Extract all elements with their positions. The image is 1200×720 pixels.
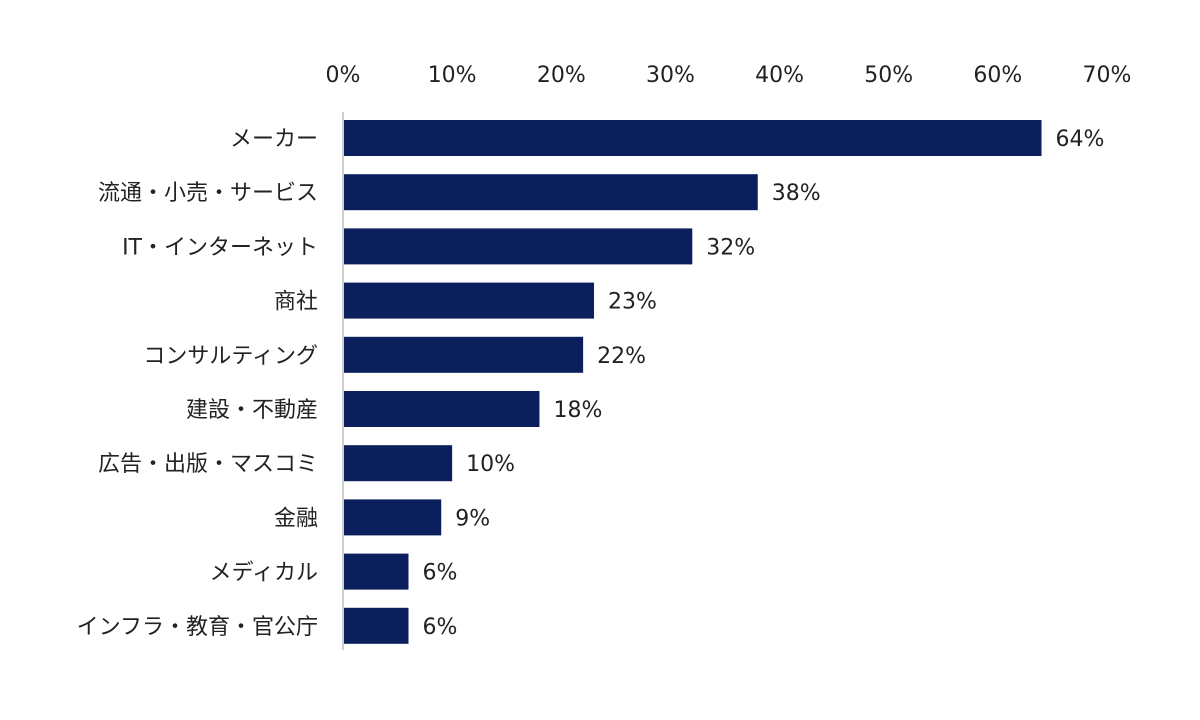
category-label: 広告・出版・マスコミ (98, 452, 318, 477)
bar (344, 553, 409, 590)
x-tick-label: 0% (326, 63, 361, 88)
bar (344, 499, 442, 536)
data-label: 10% (466, 452, 515, 477)
x-tick-label: 10% (428, 63, 477, 88)
x-tick-label: 30% (646, 63, 695, 88)
data-label: 9% (455, 506, 490, 531)
data-label: 6% (422, 561, 457, 586)
x-tick-label: 70% (1083, 63, 1132, 88)
data-label: 18% (553, 398, 602, 423)
bar (344, 282, 595, 319)
bar (344, 174, 758, 211)
x-tick-label: 60% (973, 63, 1022, 88)
category-label: インフラ・教育・官公庁 (77, 615, 318, 640)
category-label: 建設・不動産 (186, 398, 318, 423)
data-labels: 64% 38% 32% 23% 22% 18% 10% 9% 6% 6% (422, 127, 1104, 640)
data-label: 6% (422, 615, 457, 640)
data-label: 23% (608, 290, 657, 315)
bar (344, 120, 1042, 156)
bar (344, 607, 409, 644)
category-label: 商社 (274, 290, 318, 315)
x-axis-ticks: 0% 10% 20% 30% 40% 50% 60% 70% (326, 63, 1132, 88)
category-label: IT・インターネット (122, 235, 318, 260)
category-label: メディカル (210, 561, 318, 586)
x-tick-label: 50% (864, 63, 913, 88)
data-label: 64% (1056, 127, 1105, 152)
bar (344, 228, 693, 265)
data-label: 22% (597, 344, 646, 369)
bar (344, 445, 453, 482)
data-label: 32% (706, 235, 755, 260)
bars-group (344, 120, 1042, 644)
category-label: コンサルティング (143, 344, 318, 369)
x-tick-label: 40% (755, 63, 804, 88)
category-label: メーカー (230, 127, 318, 152)
data-label: 38% (772, 181, 821, 206)
x-tick-label: 20% (537, 63, 586, 88)
category-label: 流通・小売・サービス (98, 181, 318, 206)
bar (344, 336, 584, 373)
bar (344, 391, 540, 427)
category-label: 金融 (274, 506, 318, 531)
